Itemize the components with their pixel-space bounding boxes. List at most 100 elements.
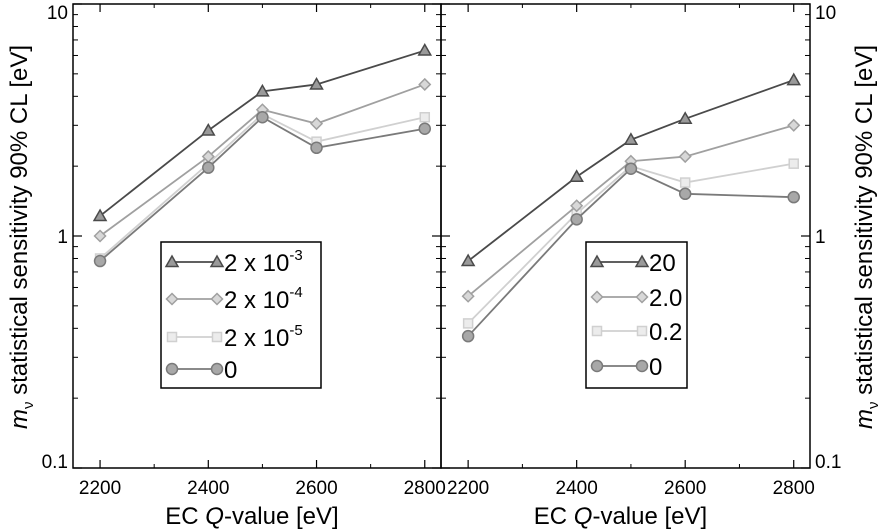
y-tick-label: 1 bbox=[57, 227, 68, 248]
legend-entry: 20 bbox=[589, 250, 676, 277]
legend-label: 2 x 10-5 bbox=[224, 322, 303, 352]
data-point bbox=[460, 253, 476, 267]
series-circle bbox=[461, 162, 800, 343]
y-axis-title-subscript: ν bbox=[865, 402, 882, 410]
x-axis-title-suffix: -value [eV] bbox=[592, 503, 707, 530]
x-tick-label: 2200 bbox=[447, 478, 489, 499]
y-axis-title-symbol: m bbox=[851, 409, 878, 429]
legend-marker bbox=[589, 254, 605, 268]
series-line bbox=[99, 49, 426, 217]
y-tick-label: 10 bbox=[815, 3, 836, 24]
data-point bbox=[570, 199, 584, 213]
x-axis-title-suffix: -value [eV] bbox=[224, 503, 339, 530]
data-point bbox=[461, 289, 475, 303]
series-line bbox=[99, 116, 425, 262]
data-point bbox=[255, 83, 270, 97]
legend-label-base: 2 x 10 bbox=[224, 287, 289, 314]
series-triangle bbox=[92, 43, 433, 222]
series-square bbox=[94, 108, 431, 264]
data-point bbox=[309, 117, 324, 131]
legend-marker bbox=[634, 254, 650, 268]
data-point bbox=[201, 122, 216, 136]
legend-label-base: 0.2 bbox=[649, 319, 682, 346]
y-tick-label: 10 bbox=[47, 3, 68, 24]
legend-marker bbox=[165, 292, 179, 306]
legend-marker bbox=[635, 290, 649, 304]
y-axis-title-symbol: m bbox=[6, 409, 33, 429]
series-triangle bbox=[460, 72, 802, 267]
data-point bbox=[678, 187, 692, 201]
y-axis-title-subscript: ν bbox=[20, 402, 37, 410]
legend-label: 2 x 10-3 bbox=[224, 247, 303, 277]
y-axis-title-text: statistical sensitivity 90% CL [eV] bbox=[851, 45, 878, 402]
legend-label: 0 bbox=[649, 354, 662, 381]
legend-label-base: 0 bbox=[649, 354, 662, 381]
chart-panel-left: 2200 2400 2600 2800 0.1 1 10 EC Q-value [eV] 2 x… bbox=[42, 3, 446, 530]
x-tick-label: 2600 bbox=[664, 478, 706, 499]
y-tick-label: 0.1 bbox=[815, 452, 841, 473]
legend-entry: 2.0 bbox=[590, 285, 682, 312]
legend-marker bbox=[166, 331, 178, 343]
data-point bbox=[309, 76, 324, 90]
series-circle bbox=[93, 110, 432, 268]
series-diamond bbox=[93, 77, 432, 243]
data-point bbox=[678, 149, 692, 164]
x-axis-title-prefix: EC bbox=[534, 503, 574, 530]
legend-marker bbox=[591, 325, 603, 337]
data-point bbox=[570, 213, 583, 226]
data-point bbox=[624, 162, 638, 175]
legend: 20 2.0 0.2 0 bbox=[585, 241, 688, 389]
x-tick-label: 2400 bbox=[556, 478, 598, 499]
data-point bbox=[418, 122, 432, 135]
legend-entry: 2 x 10-4 bbox=[165, 284, 303, 314]
legend-marker bbox=[211, 331, 223, 343]
legend-marker bbox=[164, 254, 180, 268]
legend-label-exponent: -4 bbox=[289, 284, 302, 301]
legend-box bbox=[160, 241, 322, 389]
x-tick-label: 2400 bbox=[187, 478, 229, 499]
x-axis-title: EC Q-value [eV] bbox=[165, 503, 338, 530]
series-line bbox=[99, 113, 425, 260]
data-point bbox=[418, 77, 432, 92]
x-tick-label: 2800 bbox=[773, 478, 815, 499]
legend-label: 2 x 10-4 bbox=[224, 284, 303, 314]
legend-label-base: 20 bbox=[649, 250, 676, 277]
data-point bbox=[92, 208, 108, 222]
x-tick-label: 2800 bbox=[404, 478, 446, 499]
data-point bbox=[202, 161, 215, 174]
y-axis-title-left: mν statistical sensitivity 90% CL [eV] bbox=[6, 45, 37, 429]
legend-label: 0 bbox=[224, 357, 237, 384]
data-point bbox=[93, 254, 107, 268]
legend-marker bbox=[209, 254, 225, 268]
data-point bbox=[461, 329, 475, 343]
legend-label-base: 2 x 10 bbox=[224, 250, 289, 277]
data-point bbox=[462, 318, 474, 329]
legend: 2 x 10-32 x 10-42 x 10-50 bbox=[160, 241, 322, 389]
data-point bbox=[623, 132, 639, 145]
x-tick-label: 2600 bbox=[295, 478, 337, 499]
legend-marker bbox=[590, 359, 604, 373]
legend-marker bbox=[210, 292, 224, 306]
legend-label: 0.2 bbox=[649, 319, 682, 346]
data-point bbox=[787, 190, 800, 204]
legend-entry: 2 x 10-3 bbox=[164, 247, 303, 277]
plot-frame bbox=[440, 3, 811, 469]
series-diamond bbox=[461, 118, 801, 303]
data-point bbox=[93, 229, 107, 243]
legend-marker bbox=[590, 290, 604, 304]
legend-marker bbox=[165, 362, 179, 376]
y-axis-title-text: statistical sensitivity 90% CL [eV] bbox=[6, 45, 33, 402]
legend-entry: 0 bbox=[590, 354, 662, 381]
legend-entry: 0 bbox=[165, 357, 237, 384]
legend-label-exponent: -5 bbox=[289, 322, 302, 339]
x-axis-title-italic: Q bbox=[205, 503, 224, 530]
data-point bbox=[569, 169, 584, 183]
data-point bbox=[256, 110, 269, 124]
x-axis-title-prefix: EC bbox=[165, 503, 205, 530]
data-point bbox=[788, 158, 799, 169]
legend-label: 20 bbox=[649, 250, 676, 277]
data-point bbox=[679, 177, 691, 188]
x-axis-title-italic: Q bbox=[574, 503, 593, 530]
legend-label-exponent: -3 bbox=[289, 247, 302, 264]
